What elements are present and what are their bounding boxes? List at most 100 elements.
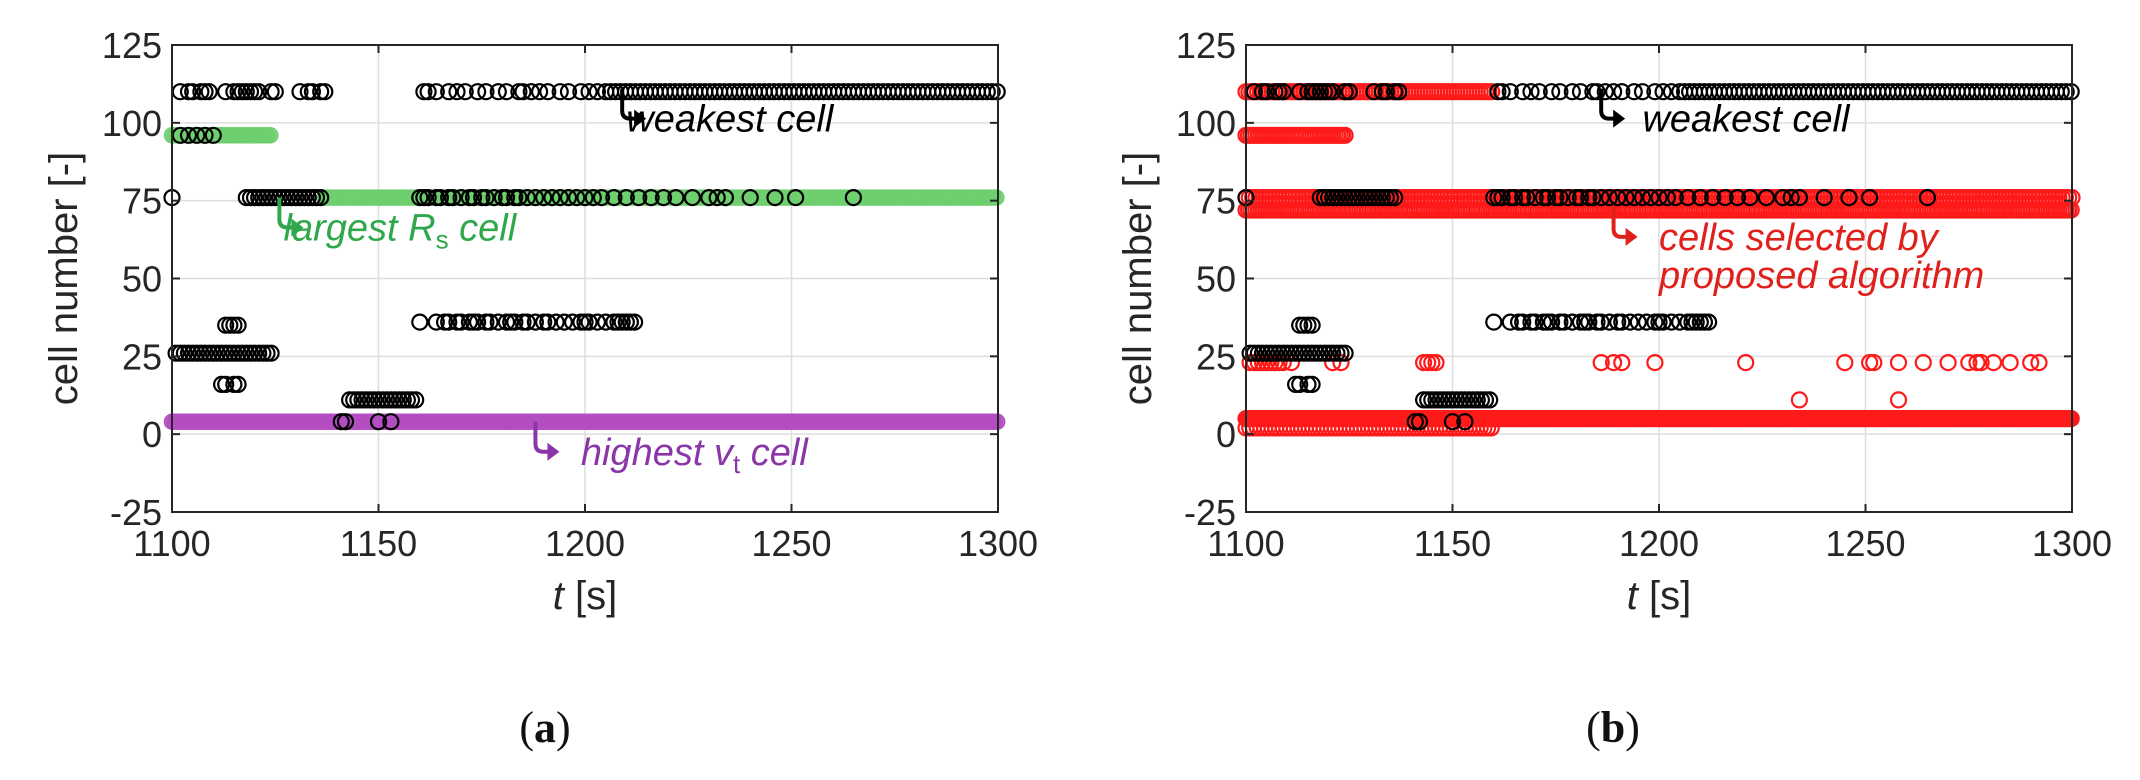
data-point xyxy=(431,189,449,207)
y-tick-label: 75 xyxy=(122,181,162,222)
data-point xyxy=(1662,83,1681,101)
x-axis-variable: t xyxy=(1627,574,1640,618)
annotation-text: proposed algorithm xyxy=(1658,255,1984,297)
data-point xyxy=(1629,313,1647,331)
data-point xyxy=(188,126,206,144)
caption-letter: b xyxy=(1601,703,1625,752)
y-tick-label: -25 xyxy=(1184,492,1236,533)
data-point xyxy=(1514,83,1532,101)
data-point xyxy=(1482,419,1500,437)
data-point xyxy=(568,189,586,207)
y-tick-label: 100 xyxy=(1176,103,1236,144)
data-point xyxy=(592,189,611,207)
data-point xyxy=(1555,313,1573,331)
x-tick-label: 1250 xyxy=(751,523,831,564)
panel-a: 1100 1150 1200 1250 1300 -25 0 25 50 75 100 125 t [s… xyxy=(42,25,1038,752)
data-point xyxy=(1914,354,1932,372)
data-point xyxy=(440,313,458,331)
data-point xyxy=(1274,83,1292,101)
data-point xyxy=(1501,83,1519,101)
data-point xyxy=(716,189,735,207)
data-point xyxy=(518,313,536,331)
data-point xyxy=(1563,313,1581,331)
caption-open: ( xyxy=(519,703,534,752)
y-tick-label: 25 xyxy=(1196,336,1236,377)
data-point xyxy=(1551,189,1569,207)
data-point xyxy=(1939,354,1957,372)
data-point xyxy=(1625,83,1643,101)
series-weakest-cell xyxy=(1237,83,2080,431)
x-tick-label: 1250 xyxy=(1825,523,1905,564)
data-point xyxy=(588,313,607,331)
data-point xyxy=(766,189,784,207)
data-point xyxy=(522,83,540,101)
data-point xyxy=(196,126,214,144)
x-tick-label: 1150 xyxy=(1414,523,1491,564)
panel-b: 1100 1150 1200 1250 1300 -25 0 25 50 75 100 125 t [s… xyxy=(1116,25,2112,752)
data-point xyxy=(741,189,759,207)
data-point xyxy=(1679,189,1697,207)
y-tick-label: 25 xyxy=(122,336,162,377)
data-point xyxy=(1563,83,1581,101)
data-point xyxy=(262,344,280,362)
y-tick-label: 0 xyxy=(1216,414,1236,455)
data-point xyxy=(336,413,355,431)
data-point xyxy=(419,83,437,101)
x-axis-unit: [s] xyxy=(575,574,617,618)
data-point xyxy=(2022,354,2040,372)
data-point xyxy=(250,83,268,101)
data-point xyxy=(1291,375,1309,393)
data-point xyxy=(464,189,483,207)
x-tick-label: 1100 xyxy=(1207,523,1284,564)
y-tick-label: 75 xyxy=(1196,181,1236,222)
data-point xyxy=(481,313,499,331)
y-axis-label: cell number [-] xyxy=(1116,152,1160,405)
data-point xyxy=(1972,354,1990,372)
data-point xyxy=(1654,83,1672,101)
data-point xyxy=(2030,354,2048,372)
annotation-text: weakest cell xyxy=(1642,99,1851,141)
caption-close: ) xyxy=(556,703,571,752)
data-point xyxy=(559,83,578,101)
data-point xyxy=(427,313,445,331)
data-point xyxy=(411,313,429,331)
x-axis-space xyxy=(564,574,575,618)
data-point xyxy=(1889,354,1908,372)
data-point xyxy=(530,83,549,101)
data-point xyxy=(1633,189,1652,207)
data-point xyxy=(708,189,726,207)
panel-caption: (b) xyxy=(1586,703,1640,752)
data-point xyxy=(1592,313,1610,331)
data-point xyxy=(312,189,330,207)
data-point xyxy=(1671,313,1689,331)
data-point xyxy=(1918,189,1937,207)
data-point xyxy=(526,313,545,331)
data-point xyxy=(489,83,507,101)
data-point xyxy=(700,189,718,207)
data-point xyxy=(2057,83,2075,101)
annotation-arrow xyxy=(1611,206,1628,239)
data-point xyxy=(572,83,590,101)
data-point xyxy=(1410,413,1429,431)
data-point xyxy=(316,83,334,101)
data-point xyxy=(1865,354,1883,372)
data-point xyxy=(1481,391,1499,409)
data-point xyxy=(477,189,495,207)
data-point xyxy=(448,83,466,101)
data-point xyxy=(1526,313,1544,331)
data-point xyxy=(514,83,532,101)
data-point xyxy=(844,189,863,207)
data-point xyxy=(2052,83,2070,101)
data-point xyxy=(1390,83,1408,101)
data-point xyxy=(407,391,425,409)
data-point xyxy=(584,189,602,207)
data-point xyxy=(1704,189,1722,207)
data-point xyxy=(1493,83,1511,101)
annotation-arrow xyxy=(277,197,294,230)
data-point xyxy=(510,189,528,207)
x-axis-label: t [s] xyxy=(553,574,617,618)
data-point xyxy=(1604,354,1623,372)
annotation-arrowhead xyxy=(1625,227,1638,246)
data-point xyxy=(229,375,247,393)
